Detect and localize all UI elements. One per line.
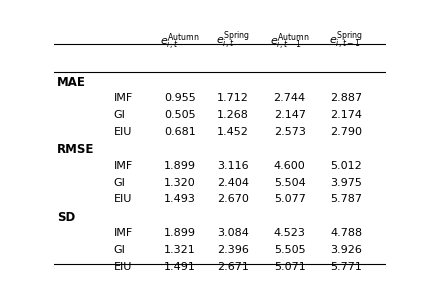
Text: RMSE: RMSE bbox=[57, 143, 94, 156]
Text: 5.077: 5.077 bbox=[274, 194, 305, 204]
Text: 5.504: 5.504 bbox=[274, 178, 305, 188]
Text: IMF: IMF bbox=[113, 93, 133, 103]
Text: EIU: EIU bbox=[113, 194, 132, 204]
Text: 2.404: 2.404 bbox=[217, 178, 249, 188]
Text: IMF: IMF bbox=[113, 161, 133, 171]
Text: 1.493: 1.493 bbox=[164, 194, 196, 204]
Text: 4.600: 4.600 bbox=[274, 161, 305, 171]
Text: 2.887: 2.887 bbox=[330, 93, 362, 103]
Text: 5.071: 5.071 bbox=[274, 262, 305, 272]
Text: 0.505: 0.505 bbox=[164, 110, 196, 120]
Text: 1.899: 1.899 bbox=[164, 228, 196, 238]
Text: 3.084: 3.084 bbox=[217, 228, 249, 238]
Text: 5.771: 5.771 bbox=[330, 262, 362, 272]
Text: 5.012: 5.012 bbox=[330, 161, 362, 171]
Text: MAE: MAE bbox=[57, 76, 86, 89]
Text: 3.116: 3.116 bbox=[218, 161, 249, 171]
Text: $e_{i,t-1}^{\mathrm{Spring}}$: $e_{i,t-1}^{\mathrm{Spring}}$ bbox=[329, 30, 363, 52]
Text: 1.320: 1.320 bbox=[164, 178, 196, 188]
Text: $e_{i,t}^{\mathrm{Spring}}$: $e_{i,t}^{\mathrm{Spring}}$ bbox=[216, 30, 250, 52]
Text: $e_{i,t}^{\mathrm{Autumn}}$: $e_{i,t}^{\mathrm{Autumn}}$ bbox=[160, 31, 200, 52]
Text: 2.670: 2.670 bbox=[217, 194, 249, 204]
Text: 1.899: 1.899 bbox=[164, 161, 196, 171]
Text: 5.787: 5.787 bbox=[330, 194, 362, 204]
Text: EIU: EIU bbox=[113, 127, 132, 137]
Text: GI: GI bbox=[113, 245, 125, 255]
Text: SD: SD bbox=[57, 211, 75, 224]
Text: $e_{i,t-1}^{\mathrm{Autumn}}$: $e_{i,t-1}^{\mathrm{Autumn}}$ bbox=[270, 31, 309, 52]
Text: 4.788: 4.788 bbox=[330, 228, 362, 238]
Text: 2.790: 2.790 bbox=[330, 127, 362, 137]
Text: 2.573: 2.573 bbox=[274, 127, 305, 137]
Text: 2.147: 2.147 bbox=[274, 110, 306, 120]
Text: IMF: IMF bbox=[113, 228, 133, 238]
Text: 2.744: 2.744 bbox=[274, 93, 306, 103]
Text: 3.926: 3.926 bbox=[330, 245, 362, 255]
Text: EIU: EIU bbox=[113, 262, 132, 272]
Text: 2.396: 2.396 bbox=[217, 245, 249, 255]
Text: 1.452: 1.452 bbox=[217, 127, 249, 137]
Text: 1.491: 1.491 bbox=[164, 262, 196, 272]
Text: 3.975: 3.975 bbox=[330, 178, 362, 188]
Text: 0.955: 0.955 bbox=[164, 93, 196, 103]
Text: 4.523: 4.523 bbox=[274, 228, 305, 238]
Text: 2.671: 2.671 bbox=[217, 262, 249, 272]
Text: 5.505: 5.505 bbox=[274, 245, 305, 255]
Text: 0.681: 0.681 bbox=[164, 127, 196, 137]
Text: GI: GI bbox=[113, 110, 125, 120]
Text: 2.174: 2.174 bbox=[330, 110, 362, 120]
Text: GI: GI bbox=[113, 178, 125, 188]
Text: 1.321: 1.321 bbox=[164, 245, 196, 255]
Text: 1.268: 1.268 bbox=[217, 110, 249, 120]
Text: 1.712: 1.712 bbox=[217, 93, 249, 103]
